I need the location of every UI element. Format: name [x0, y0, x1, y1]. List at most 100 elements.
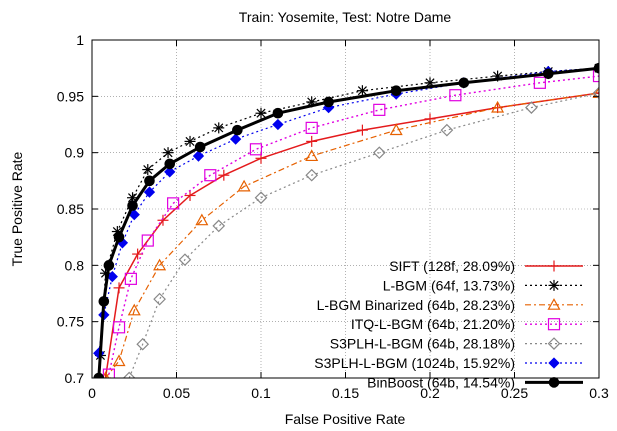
- series-5: [93, 62, 599, 359]
- legend-entry: L-BGM Binarized (64b, 28.23%): [317, 297, 583, 313]
- data-point: [164, 166, 176, 178]
- series-line: [128, 92, 599, 378]
- legend-marker: [547, 337, 561, 350]
- legend-entry: S3PLH-L-BGM (64b, 28.18%): [330, 336, 583, 352]
- data-point: [305, 121, 318, 134]
- data-point: [195, 213, 209, 226]
- series-2: [101, 86, 599, 378]
- data-point: [305, 168, 319, 182]
- legend-marker: [548, 377, 560, 388]
- data-point: [237, 179, 251, 192]
- y-tick-label: 0.75: [57, 314, 84, 330]
- data-point: [213, 122, 225, 134]
- data-point: [127, 303, 141, 316]
- data-point: [272, 107, 284, 119]
- data-point: [458, 77, 470, 89]
- x-tick-label: 0.25: [501, 385, 528, 401]
- data-point: [204, 169, 217, 182]
- data-point: [184, 189, 196, 201]
- data-point: [305, 149, 319, 162]
- series-layer: [93, 62, 599, 378]
- legend: SIFT (128f, 28.09%) L-BGM (64f, 13.73%) L-…: [314, 258, 583, 390]
- data-point: [143, 186, 156, 198]
- legend-entry: BinBoost (64b, 14.54%): [367, 374, 583, 390]
- legend-marker: [548, 279, 560, 291]
- x-axis-label: False Positive Rate: [285, 411, 406, 427]
- data-point: [194, 141, 206, 153]
- data-point: [178, 253, 192, 267]
- data-point: [164, 158, 176, 170]
- data-point: [543, 68, 554, 80]
- data-point: [112, 321, 126, 334]
- data-point: [157, 214, 169, 226]
- legend-label: L-BGM Binarized (64b, 28.23%): [317, 297, 515, 313]
- data-point: [124, 272, 137, 285]
- legend-entry: L-BGM (64f, 13.73%): [383, 277, 583, 293]
- data-point: [449, 89, 462, 102]
- series-3: [102, 69, 599, 378]
- data-point: [356, 124, 368, 136]
- data-point: [249, 143, 263, 156]
- data-point: [593, 62, 599, 74]
- data-point: [113, 231, 125, 243]
- legend-label: BinBoost (64b, 14.54%): [367, 374, 515, 390]
- y-tick-label: 1: [76, 32, 84, 48]
- data-point: [389, 123, 403, 136]
- legend-entry: SIFT (128f, 28.09%): [389, 258, 583, 274]
- data-point: [323, 96, 334, 108]
- data-point: [142, 164, 154, 176]
- data-point: [218, 169, 230, 181]
- data-point: [212, 219, 226, 233]
- data-point: [306, 135, 318, 147]
- data-point: [254, 191, 268, 205]
- series-4: [122, 86, 599, 378]
- legend-label: SIFT (128f, 28.09%): [389, 258, 515, 274]
- data-point: [122, 371, 136, 378]
- y-tick-label: 0.9: [65, 145, 85, 161]
- y-tick-label: 0.85: [57, 201, 84, 217]
- y-tick-label: 0.8: [65, 257, 85, 273]
- data-point: [141, 234, 154, 247]
- data-point: [112, 354, 126, 367]
- data-point: [440, 123, 454, 137]
- data-point: [533, 76, 546, 89]
- x-tick-label: 0: [88, 385, 96, 401]
- data-point: [127, 200, 138, 211]
- data-point: [390, 85, 402, 96]
- data-point: [136, 337, 150, 351]
- x-tick-label: 0.15: [332, 385, 359, 401]
- data-point: [153, 292, 166, 306]
- data-point: [592, 69, 599, 83]
- data-point: [373, 103, 386, 116]
- data-point: [372, 146, 386, 160]
- y-tick-label: 0.7: [65, 370, 85, 386]
- legend-label: ITQ-L-BGM (64b, 21.20%): [351, 316, 515, 332]
- data-point: [184, 135, 196, 147]
- data-point: [525, 101, 538, 114]
- series-line: [105, 92, 599, 378]
- data-point: [229, 133, 242, 145]
- data-point: [232, 124, 243, 136]
- data-point: [592, 86, 599, 100]
- x-tick-label: 0.05: [163, 385, 190, 401]
- data-point: [113, 282, 125, 294]
- data-point: [98, 296, 110, 307]
- legend-marker: [548, 357, 560, 369]
- data-point: [162, 147, 174, 159]
- legend-label: S3PLH-L-BGM (64b, 28.18%): [330, 336, 515, 352]
- legend-marker: [547, 298, 561, 310]
- data-point: [103, 260, 115, 271]
- data-point: [153, 258, 167, 271]
- series-line: [97, 66, 599, 378]
- data-point: [192, 150, 205, 162]
- y-axis-label: True Positive Rate: [9, 151, 25, 266]
- series-6: [93, 62, 599, 378]
- data-point: [93, 372, 105, 378]
- axes: 0 0.05 0.1 0.15 0.2 0.25 0.3 0.7 0.75 0.8 0.85 0.9 0…: [57, 32, 609, 401]
- legend-marker: [548, 260, 560, 272]
- legend-entry: ITQ-L-BGM (64b, 21.20%): [351, 316, 583, 332]
- legend-label: L-BGM (64f, 13.73%): [383, 277, 515, 293]
- data-point: [491, 100, 505, 113]
- series-line: [108, 75, 599, 375]
